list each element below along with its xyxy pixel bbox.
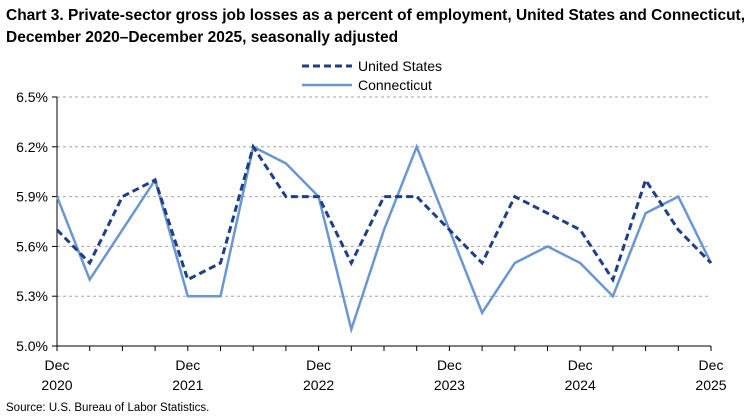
x-tick-label-year: 2020 [41, 377, 72, 393]
chart-title: Chart 3. Private-sector gross job losses… [6, 7, 746, 46]
series-line-united-states [55, 143, 713, 284]
x-tick-label-month: Dec [175, 357, 200, 373]
legend-label: Connecticut [358, 77, 432, 93]
x-tick-label-month: Dec [306, 357, 331, 373]
x-axis-tick-labels: Dec 2020 Dec 2021 Dec 2022 Dec 2023 Dec 2024 Dec 20… [41, 357, 726, 393]
y-tick-label: 5.9% [16, 189, 48, 205]
x-tick-label-year: 2025 [695, 377, 726, 393]
y-tick-label: 5.0% [16, 338, 48, 354]
y-axis-tick-labels: 5.0% 5.3% 5.6% 5.9% 6.2% 6.5% [16, 89, 48, 354]
x-tick-label-month: Dec [437, 357, 462, 373]
x-tick-label-year: 2021 [172, 377, 203, 393]
series-line-connecticut [55, 143, 713, 334]
gridlines [57, 96, 711, 297]
y-tick-label: 6.5% [16, 89, 48, 105]
legend-label: United States [358, 58, 442, 74]
x-tick-label-year: 2022 [303, 377, 334, 393]
x-tick-label-month: Dec [699, 357, 724, 373]
x-tick-label-month: Dec [568, 357, 593, 373]
y-tick-label: 5.3% [16, 288, 48, 304]
x-tick-label-year: 2023 [434, 377, 465, 393]
y-tick-label: 6.2% [16, 139, 48, 155]
y-tick-label: 5.6% [16, 238, 48, 254]
series-lines [55, 143, 713, 334]
legend: United States Connecticut [302, 58, 442, 93]
x-tick-label-year: 2024 [565, 377, 596, 393]
x-tick-label-month: Dec [45, 357, 70, 373]
source-note: Source: U.S. Bureau of Labor Statistics. [6, 402, 210, 414]
axes [52, 96, 712, 351]
